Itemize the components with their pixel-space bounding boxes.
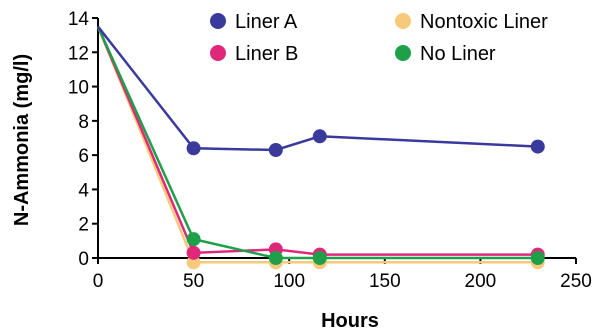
y-tick-label: 14: [68, 9, 90, 30]
data-point-liner-a: [312, 129, 327, 144]
x-ticks: 0 50 100 150 200 250: [93, 258, 592, 292]
y-axis-title: N-Ammonia (mg/l): [11, 54, 33, 226]
data-point-no-liner: [268, 251, 283, 265]
legend-item-no-liner: No Liner: [395, 43, 496, 65]
y-tick-label: 4: [78, 180, 89, 201]
data-point-no-liner: [186, 232, 201, 247]
y-tick-label: 10: [68, 78, 89, 99]
y-axis-title-group: N-Ammonia (mg/l): [11, 54, 33, 226]
legend-item-liner-a: Liner A: [210, 11, 298, 33]
x-axis-title: Hours: [321, 310, 379, 332]
x-tick-label: 250: [560, 271, 592, 292]
y-ticks: 0 2 4 6 8 10 12 14: [68, 9, 98, 270]
x-tick-label: 50: [183, 271, 204, 292]
series-liner-a: [97, 25, 545, 157]
data-point-liner-a: [186, 141, 201, 156]
legend-item-nontoxic-liner: Nontoxic Liner: [395, 11, 548, 33]
legend-label: Liner A: [235, 11, 298, 33]
series-layer: [96, 25, 545, 270]
legend-marker: [210, 13, 226, 29]
legend-item-liner-b: Liner B: [210, 43, 298, 65]
legend: Liner A Liner B Nontoxic Liner No Liner: [210, 11, 548, 65]
x-tick-label: 0: [93, 271, 104, 292]
data-point-no-liner: [312, 251, 327, 265]
series-no-liner: [96, 26, 545, 265]
legend-label: No Liner: [420, 43, 496, 65]
y-tick-label: 2: [78, 215, 89, 236]
data-point-no-liner: [530, 251, 545, 265]
x-tick-label: 100: [273, 271, 305, 292]
y-tick-label: 6: [78, 146, 89, 167]
y-tick-label: 8: [78, 112, 89, 133]
legend-marker: [395, 13, 411, 29]
data-point-liner-b: [186, 245, 201, 260]
data-point-liner-a: [530, 139, 545, 154]
legend-label: Nontoxic Liner: [420, 11, 548, 33]
y-tick-label: 0: [78, 249, 89, 270]
legend-marker: [210, 45, 226, 61]
legend-label: Liner B: [235, 43, 298, 65]
data-point-liner-a: [268, 143, 283, 157]
legend-marker: [395, 45, 411, 61]
x-tick-label: 150: [369, 271, 401, 292]
x-tick-label: 200: [465, 271, 497, 292]
y-tick-label: 12: [68, 43, 89, 64]
